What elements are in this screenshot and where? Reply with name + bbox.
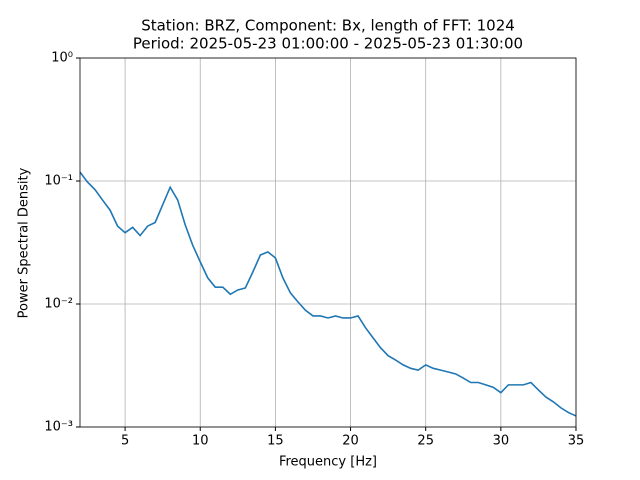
- y-tick-label: 10⁻²: [44, 297, 73, 312]
- chart-title: Station: BRZ, Component: Bx, length of F…: [141, 17, 515, 35]
- y-tick-label: 10⁻¹: [44, 174, 73, 189]
- y-tick-label: 10⁰: [51, 51, 73, 66]
- y-tick-label: 10⁻³: [44, 420, 73, 435]
- chart-title: Period: 2025-05-23 01:00:00 - 2025-05-23…: [133, 35, 523, 53]
- x-tick-label: 10: [192, 434, 209, 449]
- x-tick-label: 20: [342, 434, 359, 449]
- x-tick-label: 15: [267, 434, 284, 449]
- y-axis-label: Power Spectral Density: [17, 167, 32, 318]
- x-tick-label: 5: [121, 434, 129, 449]
- x-tick-label: 25: [417, 434, 434, 449]
- x-tick-label: 30: [493, 434, 510, 449]
- line-series: [79, 171, 577, 417]
- x-axis-label: Frequency [Hz]: [279, 455, 377, 470]
- plot-frame: [79, 57, 577, 428]
- x-tick-label: 35: [568, 434, 585, 449]
